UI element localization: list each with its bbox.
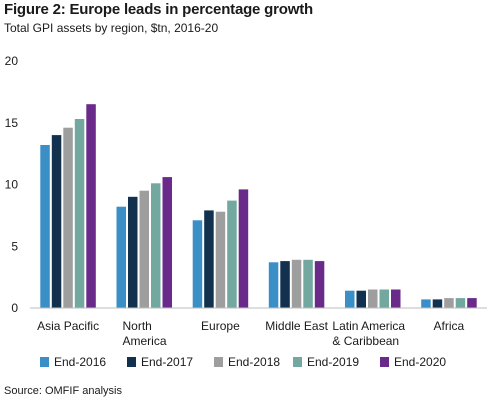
source-note: Source: OMFIF analysis <box>4 385 122 397</box>
bar <box>356 290 366 308</box>
legend-swatch <box>380 357 389 367</box>
x-category-label: Middle East <box>265 319 328 333</box>
legend-swatch <box>127 357 136 367</box>
legend-swatch <box>293 357 302 367</box>
bar <box>227 200 237 308</box>
x-category-label: Asia Pacific <box>37 319 99 333</box>
x-category-label: Africa <box>434 319 465 333</box>
x-tick-label: America <box>123 334 167 348</box>
legend-label: End-2016 <box>54 355 106 369</box>
legend: End-2016 End-2017 End-2018 End-2019 End-2020 <box>40 355 446 369</box>
legend-label: End-2018 <box>228 355 280 369</box>
chart-subtitle: Total GPI assets by region, $tn, 2016-20 <box>4 21 219 35</box>
bar <box>139 190 149 308</box>
bar <box>74 119 85 308</box>
bar <box>345 290 355 308</box>
bar <box>63 127 73 308</box>
bar <box>368 289 378 308</box>
legend-swatch <box>40 357 49 367</box>
legend-item: End-2017 <box>127 355 193 369</box>
bar <box>391 289 401 308</box>
bar <box>268 262 279 308</box>
bar <box>51 135 62 308</box>
bar <box>192 220 203 308</box>
x-tick-label: Asia Pacific <box>37 319 99 333</box>
bar <box>116 206 126 308</box>
bar <box>444 298 454 308</box>
bar <box>432 299 443 308</box>
x-category-label: Europe <box>201 319 240 333</box>
bars <box>40 104 477 308</box>
bar <box>379 289 389 308</box>
x-tick-label: Africa <box>434 319 465 333</box>
bar <box>314 261 325 308</box>
x-tick-label: & Caribbean <box>332 334 399 348</box>
y-tick-label: 5 <box>11 239 18 253</box>
bar <box>421 299 431 308</box>
bar <box>280 261 290 308</box>
bar <box>151 183 161 308</box>
legend-item: End-2016 <box>40 355 106 369</box>
x-category-label: Latin America& Caribbean <box>332 319 405 348</box>
legend-item: End-2018 <box>214 355 280 369</box>
x-tick-label: Middle East <box>265 319 328 333</box>
y-tick-label: 10 <box>5 178 19 192</box>
bar <box>204 210 214 308</box>
bar <box>291 259 302 308</box>
y-axis: 0 5 10 15 20 <box>5 54 19 315</box>
legend-label: End-2017 <box>141 355 193 369</box>
bar <box>40 145 50 308</box>
legend-swatch <box>214 357 223 367</box>
x-tick-label: Latin America <box>332 319 405 333</box>
bar <box>86 104 96 308</box>
bar <box>238 189 249 308</box>
y-tick-label: 15 <box>5 116 19 130</box>
chart-title: Figure 2: Europe leads in percentage gro… <box>4 1 313 18</box>
bar <box>303 259 313 308</box>
legend-item: End-2019 <box>293 355 359 369</box>
bar <box>455 298 466 308</box>
bar <box>128 196 138 308</box>
bar <box>467 298 477 308</box>
x-tick-label: North <box>123 319 152 333</box>
y-tick-label: 20 <box>5 54 19 68</box>
x-tick-label: Europe <box>201 319 240 333</box>
bar <box>215 211 226 308</box>
legend-label: End-2019 <box>307 355 359 369</box>
legend-label: End-2020 <box>394 355 446 369</box>
bar <box>162 177 172 308</box>
y-tick-label: 0 <box>11 301 18 315</box>
legend-item: End-2020 <box>380 355 446 369</box>
